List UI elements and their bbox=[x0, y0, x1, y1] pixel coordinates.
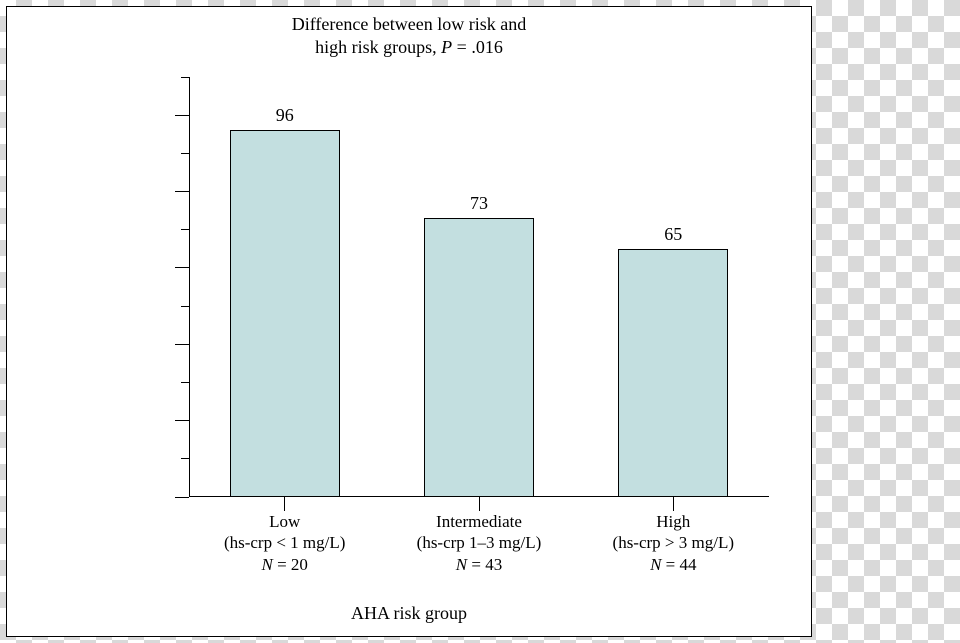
y-tick-minor bbox=[181, 229, 189, 230]
chart-figure: Difference between low risk and high ris… bbox=[6, 6, 812, 637]
x-category-n-letter: N bbox=[650, 555, 661, 574]
x-category-line1: High bbox=[575, 511, 772, 532]
x-category-line3: N = 20 bbox=[186, 554, 383, 575]
x-tick bbox=[479, 497, 480, 511]
chart-title: Difference between low risk and high ris… bbox=[7, 13, 811, 58]
x-category-line3: N = 43 bbox=[380, 554, 577, 575]
x-tick bbox=[284, 497, 285, 511]
x-category-n-letter: N bbox=[261, 555, 272, 574]
bar: 96 bbox=[230, 130, 340, 497]
bar: 73 bbox=[424, 218, 534, 497]
x-category-line3: N = 44 bbox=[575, 554, 772, 575]
x-category: High(hs-crp > 3 mg/L)N = 44 bbox=[575, 511, 772, 575]
x-category-line2: (hs-crp 1–3 mg/L) bbox=[380, 532, 577, 553]
y-tick-major bbox=[175, 191, 189, 192]
chart-title-line2: high risk groups, P = .016 bbox=[7, 36, 811, 59]
y-tick-major bbox=[175, 344, 189, 345]
y-tick-minor bbox=[181, 77, 189, 78]
page-root: Difference between low risk and high ris… bbox=[0, 0, 960, 643]
y-axis bbox=[189, 77, 190, 497]
bar-value-label: 65 bbox=[619, 224, 727, 245]
bar-value-label: 96 bbox=[231, 105, 339, 126]
y-tick-major bbox=[175, 115, 189, 116]
x-category-n-letter: N bbox=[456, 555, 467, 574]
x-category-n-suffix: = 44 bbox=[661, 555, 696, 574]
y-tick-minor bbox=[181, 382, 189, 383]
chart-title-prefix: high risk groups, bbox=[315, 37, 441, 57]
x-category-n-suffix: = 43 bbox=[467, 555, 502, 574]
y-tick-minor bbox=[181, 458, 189, 459]
y-tick-minor bbox=[181, 153, 189, 154]
x-category-n-suffix: = 20 bbox=[273, 555, 308, 574]
plot-area: 96 73 65 bbox=[189, 77, 769, 497]
x-category-line1: Low bbox=[186, 511, 383, 532]
chart-title-suffix: = .016 bbox=[452, 37, 503, 57]
x-category-line2: (hs-crp < 1 mg/L) bbox=[186, 532, 383, 553]
x-category-line1: Intermediate bbox=[380, 511, 577, 532]
y-tick-minor bbox=[181, 306, 189, 307]
x-category: Intermediate(hs-crp 1–3 mg/L)N = 43 bbox=[380, 511, 577, 575]
chart-title-P: P bbox=[441, 37, 452, 57]
y-tick-major bbox=[175, 420, 189, 421]
x-category: Low(hs-crp < 1 mg/L)N = 20 bbox=[186, 511, 383, 575]
y-tick-major bbox=[175, 497, 189, 498]
bar-value-label: 73 bbox=[425, 193, 533, 214]
x-category-line2: (hs-crp > 3 mg/L) bbox=[575, 532, 772, 553]
y-tick-major bbox=[175, 267, 189, 268]
x-tick bbox=[673, 497, 674, 511]
chart-title-line1: Difference between low risk and bbox=[7, 13, 811, 36]
bar: 65 bbox=[618, 249, 728, 497]
x-axis-label: AHA risk group bbox=[7, 603, 811, 624]
